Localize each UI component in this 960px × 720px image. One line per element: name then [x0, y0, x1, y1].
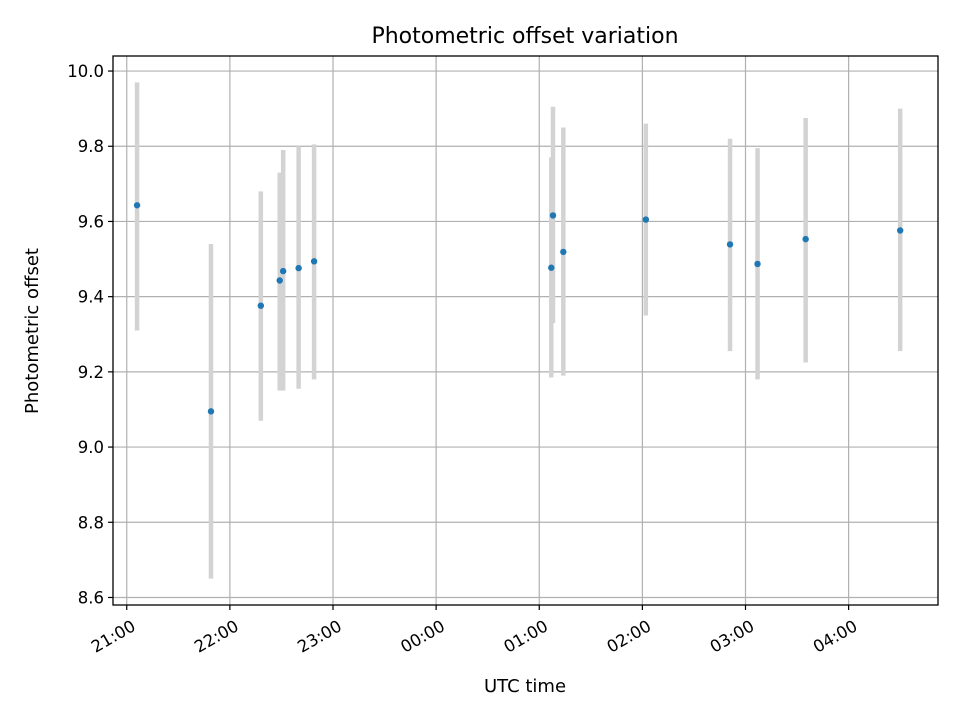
grid-lines — [113, 56, 938, 605]
data-points — [133, 202, 904, 415]
data-point — [642, 216, 650, 223]
data-point — [257, 302, 265, 309]
data-point — [279, 267, 287, 275]
y-tick-label: 9.4 — [78, 288, 104, 307]
data-point — [726, 241, 734, 248]
data-point — [207, 408, 215, 415]
y-tick-label: 8.6 — [78, 588, 104, 607]
data-point — [802, 235, 809, 243]
data-point — [896, 227, 904, 234]
data-point — [133, 202, 141, 209]
data-point — [549, 212, 557, 219]
y-tick-label: 9.8 — [78, 137, 104, 156]
y-axis-label: Photometric offset — [22, 248, 43, 414]
y-axis-ticks: 8.6 8.8 9.0 9.2 9.4 9.6 9.8 10.0 — [67, 62, 113, 607]
data-point — [276, 277, 283, 284]
data-point — [548, 264, 555, 271]
y-tick-label: 9.6 — [78, 212, 104, 231]
x-axis-label: UTC time — [484, 676, 566, 697]
data-point — [295, 264, 302, 272]
data-point — [310, 258, 318, 265]
y-tick-label: 8.8 — [78, 513, 104, 532]
chart-title: Photometric offset variation — [371, 24, 678, 49]
y-tick-label: 10.0 — [67, 62, 104, 81]
plot-area-frame — [112, 55, 939, 606]
data-point — [754, 260, 761, 268]
y-tick-label: 9.0 — [78, 438, 104, 457]
y-tick-label: 9.2 — [78, 363, 104, 382]
data-point — [560, 248, 567, 256]
